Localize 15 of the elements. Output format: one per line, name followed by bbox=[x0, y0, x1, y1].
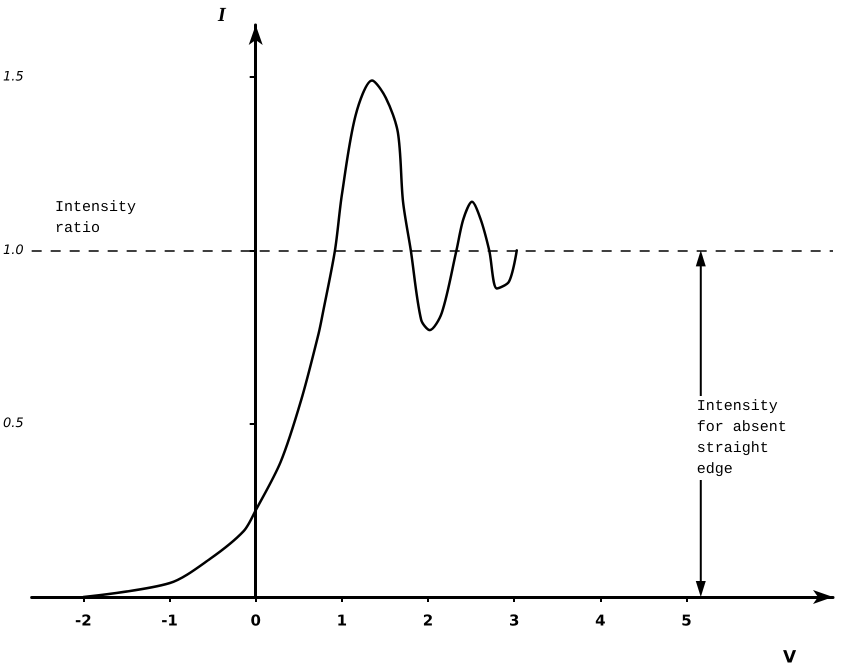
x-tick-label: 2 bbox=[422, 612, 434, 630]
x-tick-label: 3 bbox=[508, 612, 520, 630]
x-tick-label: 1 bbox=[336, 612, 348, 630]
x-tick-label: 0 bbox=[250, 612, 261, 630]
x-tick-label: 5 bbox=[681, 612, 692, 630]
x-axis-title: V bbox=[783, 648, 797, 668]
x-tick-label: -2 bbox=[75, 612, 92, 630]
annotation: Intensity ratio bbox=[55, 196, 175, 239]
x-tick-label: -1 bbox=[161, 612, 178, 630]
y-tick-label: 1.0 bbox=[2, 242, 24, 258]
y-axis-title: I bbox=[216, 4, 227, 26]
y-tick-label: 0.5 bbox=[2, 416, 24, 432]
annotation: Intensity for absent straight edge bbox=[696, 396, 797, 480]
x-tick-label: 4 bbox=[595, 612, 606, 630]
y-tick-label: 1.5 bbox=[2, 70, 24, 84]
